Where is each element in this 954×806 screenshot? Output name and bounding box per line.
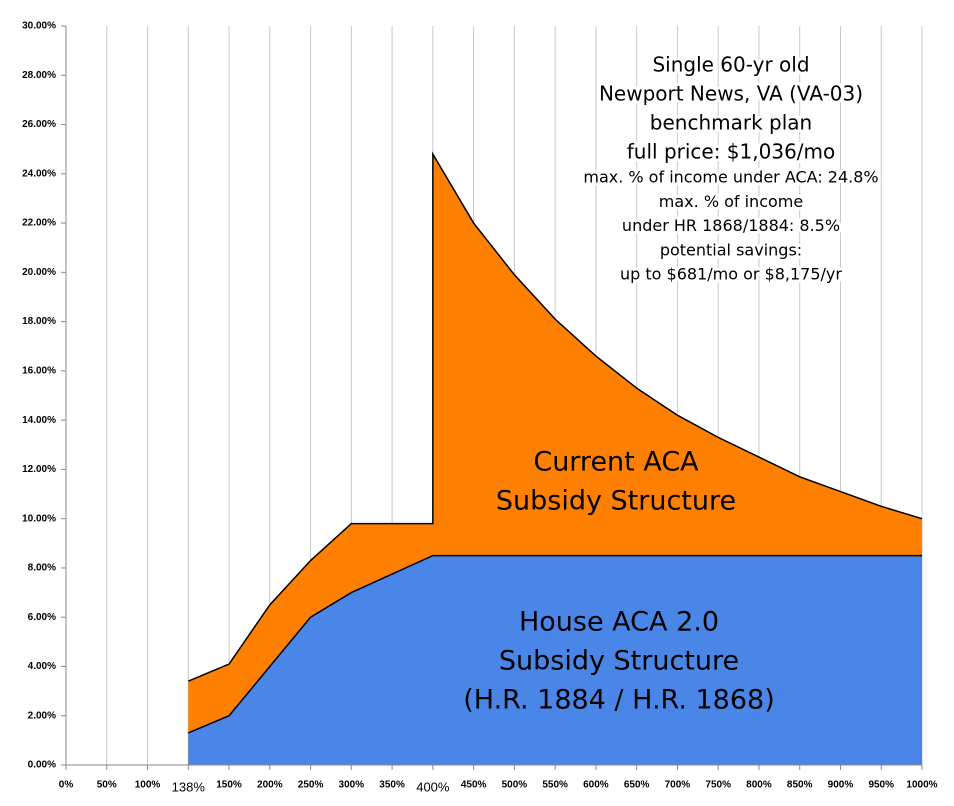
y-tick-label: 18.00% [22, 316, 56, 327]
y-tick-label: 2.00% [28, 710, 56, 721]
x-tick-label: 100% [135, 780, 161, 791]
x-tick-label: 500% [502, 780, 528, 791]
x-tick-label: 450% [461, 780, 487, 791]
y-tick-label: 12.00% [22, 464, 56, 475]
area-label: Current ACA [533, 447, 699, 478]
y-tick-label: 30.00% [22, 21, 56, 32]
y-tick-label: 4.00% [28, 661, 56, 672]
annotation-heading: Newport News, VA (VA-03) [599, 82, 863, 106]
x-tick-label: 700% [665, 780, 691, 791]
area-outline [187, 151, 923, 682]
area-outline [187, 554, 922, 734]
x-tick-label: 200% [257, 780, 283, 791]
y-tick-label: 24.00% [22, 168, 56, 179]
area [188, 555, 923, 765]
annotation-detail: up to $681/mo or $8,175/yr [620, 265, 842, 284]
x-tick-label: 750% [705, 780, 731, 791]
y-tick-label: 16.00% [22, 366, 56, 377]
y-tick-label: 6.00% [28, 612, 56, 623]
x-tick-label: 300% [339, 780, 365, 791]
y-tick-label: 14.00% [22, 415, 56, 426]
annotation-detail: max. % of income [659, 192, 803, 211]
y-tick-label: 26.00% [22, 119, 56, 130]
x-tick-label: 138% [172, 779, 206, 794]
annotation-heading: Single 60-yr old [652, 53, 809, 77]
annotation-detail: potential savings: [660, 240, 802, 259]
x-tick-label: 900% [828, 780, 854, 791]
area-label: Subsidy Structure [496, 486, 736, 517]
y-tick-label: 22.00% [22, 218, 56, 229]
annotation-detail: max. % of income under ACA: 24.8% [583, 168, 878, 187]
annotation-heading: full price: $1,036/mo [627, 140, 836, 164]
x-tick-label: 350% [379, 780, 405, 791]
y-tick-label: 20.00% [22, 267, 56, 278]
annotation-heading: benchmark plan [650, 111, 812, 135]
x-tick-label: 150% [216, 780, 242, 791]
y-tick-label: 0.00% [28, 760, 56, 771]
x-tick-label: 850% [787, 780, 813, 791]
area-label: Subsidy Structure [499, 646, 739, 677]
x-tick-label: 400% [416, 779, 450, 794]
area-label: (H.R. 1884 / H.R. 1868) [463, 685, 775, 716]
x-tick-label: 50% [97, 780, 117, 791]
x-tick-label: 250% [298, 780, 324, 791]
y-tick-label: 10.00% [22, 513, 56, 524]
y-tick-label: 28.00% [22, 70, 56, 81]
x-tick-label: 800% [746, 780, 772, 791]
x-tick-label: 950% [868, 780, 894, 791]
x-tick-label: 0% [59, 780, 74, 791]
y-tick-label: 8.00% [28, 563, 56, 574]
x-tick-label: 550% [542, 780, 568, 791]
x-tick-label: 650% [624, 780, 650, 791]
annotation-detail: under HR 1868/1884: 8.5% [622, 216, 840, 235]
area-label: House ACA 2.0 [519, 607, 719, 638]
x-tick-label: 1000% [906, 780, 937, 791]
x-tick-label: 600% [583, 780, 609, 791]
